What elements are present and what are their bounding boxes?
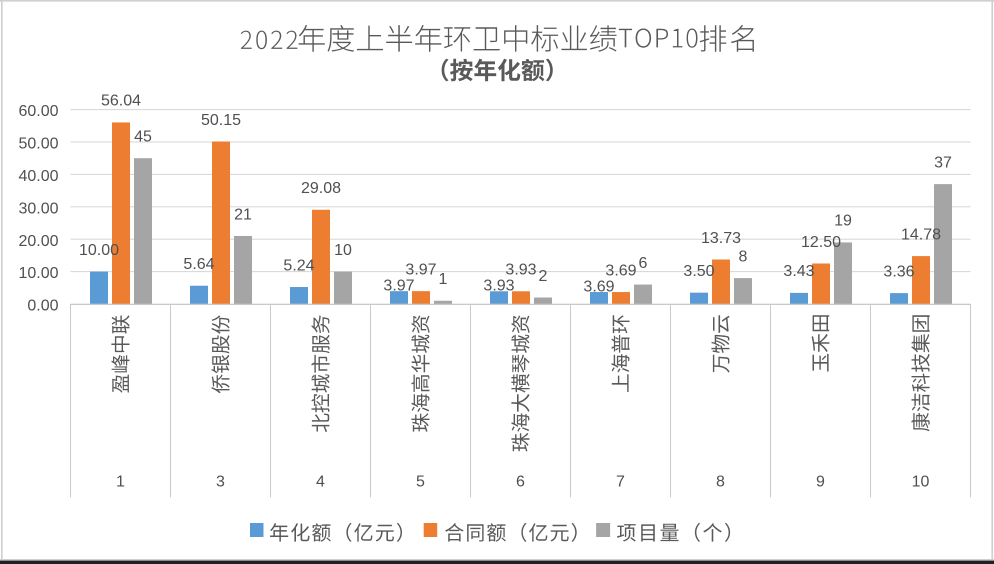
svg-text:5.24: 5.24 <box>283 257 314 274</box>
svg-text:56.04: 56.04 <box>101 93 141 110</box>
svg-text:50.15: 50.15 <box>201 112 241 129</box>
svg-text:6: 6 <box>516 474 525 491</box>
svg-text:4: 4 <box>316 474 325 491</box>
svg-text:3.97: 3.97 <box>383 277 414 294</box>
svg-text:3.93: 3.93 <box>505 262 536 279</box>
svg-text:10.00: 10.00 <box>79 242 119 259</box>
svg-text:3.97: 3.97 <box>405 261 436 278</box>
svg-text:10.00: 10.00 <box>18 265 58 282</box>
svg-text:40.00: 40.00 <box>18 168 58 185</box>
svg-text:20.00: 20.00 <box>18 233 58 250</box>
svg-text:45: 45 <box>134 129 152 146</box>
svg-text:3.36: 3.36 <box>883 263 914 280</box>
svg-text:8: 8 <box>739 248 748 265</box>
svg-text:3.43: 3.43 <box>783 263 814 280</box>
svg-text:21: 21 <box>234 206 252 223</box>
svg-text:3.93: 3.93 <box>483 278 514 295</box>
svg-text:50.00: 50.00 <box>18 136 58 153</box>
svg-text:10: 10 <box>912 474 930 491</box>
svg-text:2: 2 <box>539 268 548 285</box>
svg-text:1: 1 <box>439 271 448 288</box>
svg-text:14.78: 14.78 <box>901 226 941 243</box>
svg-text:3: 3 <box>216 474 225 491</box>
svg-text:8: 8 <box>716 474 725 491</box>
svg-text:5.64: 5.64 <box>183 256 214 273</box>
svg-text:0.00: 0.00 <box>27 298 58 315</box>
svg-text:6: 6 <box>639 255 648 272</box>
svg-text:3.69: 3.69 <box>583 278 614 295</box>
svg-text:12.50: 12.50 <box>801 234 841 251</box>
svg-text:3.69: 3.69 <box>605 262 636 279</box>
svg-text:5: 5 <box>416 474 425 491</box>
svg-text:13.73: 13.73 <box>701 230 741 247</box>
svg-text:3.50: 3.50 <box>683 263 714 280</box>
svg-text:30.00: 30.00 <box>18 200 58 217</box>
svg-text:7: 7 <box>616 474 625 491</box>
svg-text:19: 19 <box>834 213 852 230</box>
svg-text:10: 10 <box>334 242 352 259</box>
svg-text:60.00: 60.00 <box>18 103 58 120</box>
svg-text:37: 37 <box>934 154 952 171</box>
svg-text:1: 1 <box>116 474 125 491</box>
svg-text:9: 9 <box>816 474 825 491</box>
svg-text:29.08: 29.08 <box>301 180 341 197</box>
